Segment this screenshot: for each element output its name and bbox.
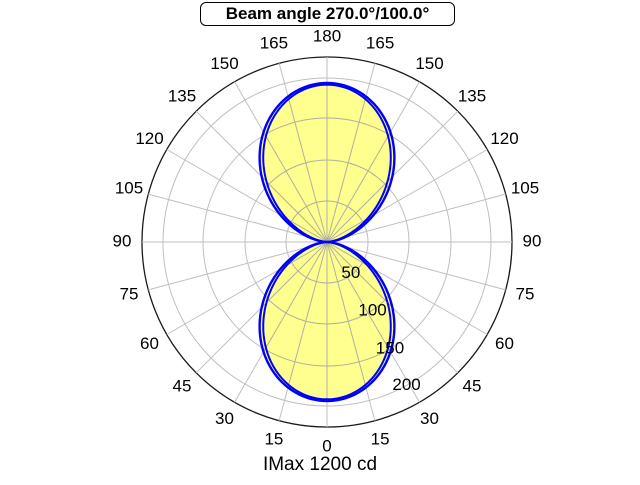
svg-text:100: 100 — [358, 300, 386, 319]
svg-text:135: 135 — [458, 86, 486, 105]
svg-text:105: 105 — [115, 178, 143, 197]
svg-text:60: 60 — [495, 334, 514, 353]
svg-text:15: 15 — [264, 429, 283, 448]
svg-text:75: 75 — [516, 285, 535, 304]
svg-text:150: 150 — [376, 339, 404, 358]
svg-text:90: 90 — [113, 231, 132, 250]
svg-text:60: 60 — [140, 334, 159, 353]
svg-text:120: 120 — [135, 129, 163, 148]
svg-text:105: 105 — [511, 178, 539, 197]
svg-text:150: 150 — [415, 54, 443, 73]
svg-text:30: 30 — [215, 409, 234, 428]
svg-text:165: 165 — [366, 33, 394, 52]
svg-text:180: 180 — [313, 26, 341, 45]
svg-text:50: 50 — [341, 263, 360, 282]
svg-text:90: 90 — [523, 231, 542, 250]
svg-text:200: 200 — [392, 375, 420, 394]
svg-text:150: 150 — [210, 54, 238, 73]
svg-text:15: 15 — [371, 429, 390, 448]
svg-text:120: 120 — [490, 129, 518, 148]
svg-text:45: 45 — [173, 376, 192, 395]
svg-text:0: 0 — [322, 436, 331, 455]
svg-text:30: 30 — [420, 409, 439, 428]
svg-text:135: 135 — [168, 86, 196, 105]
svg-text:75: 75 — [120, 285, 139, 304]
svg-text:45: 45 — [463, 376, 482, 395]
svg-text:165: 165 — [260, 33, 288, 52]
